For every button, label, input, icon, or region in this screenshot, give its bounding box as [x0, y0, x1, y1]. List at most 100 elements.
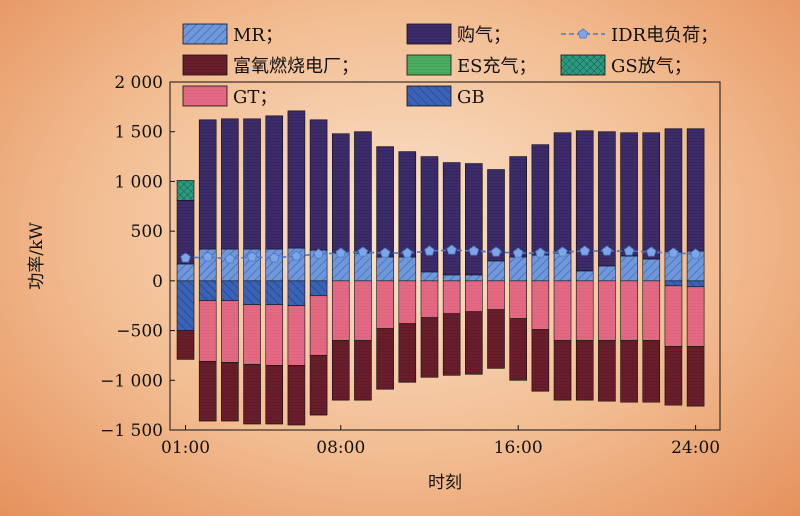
legend-swatch-ES充气: [406, 54, 452, 76]
bar-富氧燃烧电厂-14: [465, 311, 483, 375]
bar-富氧燃烧电厂-17: [531, 329, 550, 392]
y-tick-label: −1 500: [100, 421, 163, 441]
bar-GT-5: [265, 304, 284, 366]
idr-point-18: [557, 246, 568, 257]
legend-swatch-富氧燃烧电厂: [182, 54, 228, 76]
bar-GT-10: [376, 280, 394, 329]
idr-point-5: [269, 252, 280, 263]
bar-富氧燃烧电厂-18: [553, 340, 572, 401]
bar-购气-17: [531, 144, 550, 256]
idr-point-4: [246, 251, 258, 262]
idr-point-7: [313, 248, 324, 259]
idr-point-24: [690, 248, 701, 259]
legend-label-购气: 购气；: [457, 25, 511, 46]
bar-MR-20: [598, 265, 616, 282]
idr-point-6: [291, 250, 302, 261]
x-tick-label: 08:00: [316, 438, 365, 458]
bar-富氧燃烧电厂-2: [198, 361, 217, 422]
legend-swatch-GT: [182, 85, 228, 107]
bar-GB-1: [176, 280, 195, 331]
bar-购气-8: [331, 133, 350, 254]
legend-label-ES充气: ES充气；: [457, 56, 536, 77]
bar-GT-11: [398, 280, 417, 324]
y-tick-label: −500: [116, 322, 163, 342]
bar-购气-13: [442, 162, 461, 276]
bar-GB-23: [664, 280, 683, 287]
legend-label-IDR电负荷: IDR电负荷；: [611, 25, 718, 46]
bar-富氧燃烧电厂-24: [686, 346, 705, 407]
legend-label-GT: GT；: [233, 87, 277, 108]
bar-GT-3: [221, 300, 239, 363]
bar-MR-1: [176, 263, 195, 282]
bar-MR-19: [575, 270, 594, 282]
bar-购气-2: [198, 119, 217, 250]
idr-point-3: [224, 253, 236, 264]
y-tick-label: 1 000: [114, 172, 163, 192]
x-axis: 01:00 08:00 16:00 24:00: [161, 425, 720, 458]
bar-GT-23: [664, 285, 683, 347]
bar-GT-8: [331, 280, 350, 341]
bar-GT-9: [354, 280, 372, 341]
bar-购气-19: [575, 130, 594, 272]
bar-GB-24: [686, 280, 705, 288]
bar-GB-4: [243, 280, 261, 306]
bar-富氧燃烧电厂-23: [664, 346, 683, 406]
y-tick-label: −1 000: [100, 371, 163, 391]
bar-GB-3: [221, 280, 239, 302]
bar-GT-22: [642, 280, 661, 341]
bar-富氧燃烧电厂-16: [509, 318, 527, 381]
bar-MR-22: [642, 258, 661, 282]
bar-富氧燃烧电厂-20: [598, 340, 616, 402]
y-tick-label: 2 000: [114, 73, 163, 93]
bar-富氧燃烧电厂-22: [642, 340, 661, 403]
bar-MR-9: [354, 252, 372, 282]
idr-point-16: [512, 247, 524, 258]
idr-point-22: [646, 246, 657, 257]
idr-point-15: [490, 246, 502, 257]
bar-GT-12: [420, 280, 439, 318]
bar-富氧燃烧电厂-6: [287, 365, 306, 426]
bar-富氧燃烧电厂-11: [398, 323, 417, 383]
bar-MR-17: [531, 254, 550, 282]
bar-购气-20: [598, 131, 616, 267]
bar-富氧燃烧电厂-1: [176, 330, 195, 360]
idr-point-8: [335, 247, 346, 258]
bar-富氧燃烧电厂-8: [331, 340, 350, 401]
idr-point-11: [402, 247, 413, 258]
bar-GT-18: [553, 280, 572, 341]
idr-point-10: [379, 247, 391, 258]
bar-MR-10: [376, 256, 394, 282]
idr-line-path: [185, 249, 696, 260]
x-tick-label: 24:00: [671, 438, 720, 458]
idr-point-9: [357, 246, 369, 257]
plot-area: [169, 81, 721, 431]
bar-GT-7: [309, 295, 328, 356]
bar-GB-2: [198, 280, 217, 302]
bar-购气-14: [465, 163, 483, 276]
bar-购气-15: [487, 169, 505, 262]
bar-MR-11: [398, 256, 417, 282]
bar-购气-11: [398, 151, 417, 258]
bar-GT-19: [575, 280, 594, 341]
bar-购气-16: [509, 156, 527, 258]
x-tick-label: 01:00: [161, 438, 210, 458]
bar-GT-21: [620, 280, 638, 341]
bar-富氧燃烧电厂-21: [620, 340, 638, 403]
idr-point-20: [601, 245, 613, 256]
bar-购气-21: [620, 132, 638, 257]
bar-购气-4: [243, 118, 261, 250]
bar-购气-12: [420, 156, 439, 273]
bar-富氧燃烧电厂-19: [575, 340, 594, 401]
bar-购气-3: [221, 118, 239, 250]
bar-购气-18: [553, 132, 572, 254]
idr-point-13: [446, 244, 457, 255]
bar-MR-13: [442, 274, 461, 282]
bar-富氧燃烧电厂-10: [376, 328, 394, 390]
bar-GT-15: [487, 280, 505, 310]
x-axis-label: 时刻: [428, 473, 462, 493]
idr-point-17: [535, 247, 546, 258]
idr-point-2: [202, 251, 213, 262]
legend-swatch-GB: [406, 85, 452, 107]
legend-label-富氧燃烧电厂: 富氧燃烧电厂；: [233, 56, 359, 77]
